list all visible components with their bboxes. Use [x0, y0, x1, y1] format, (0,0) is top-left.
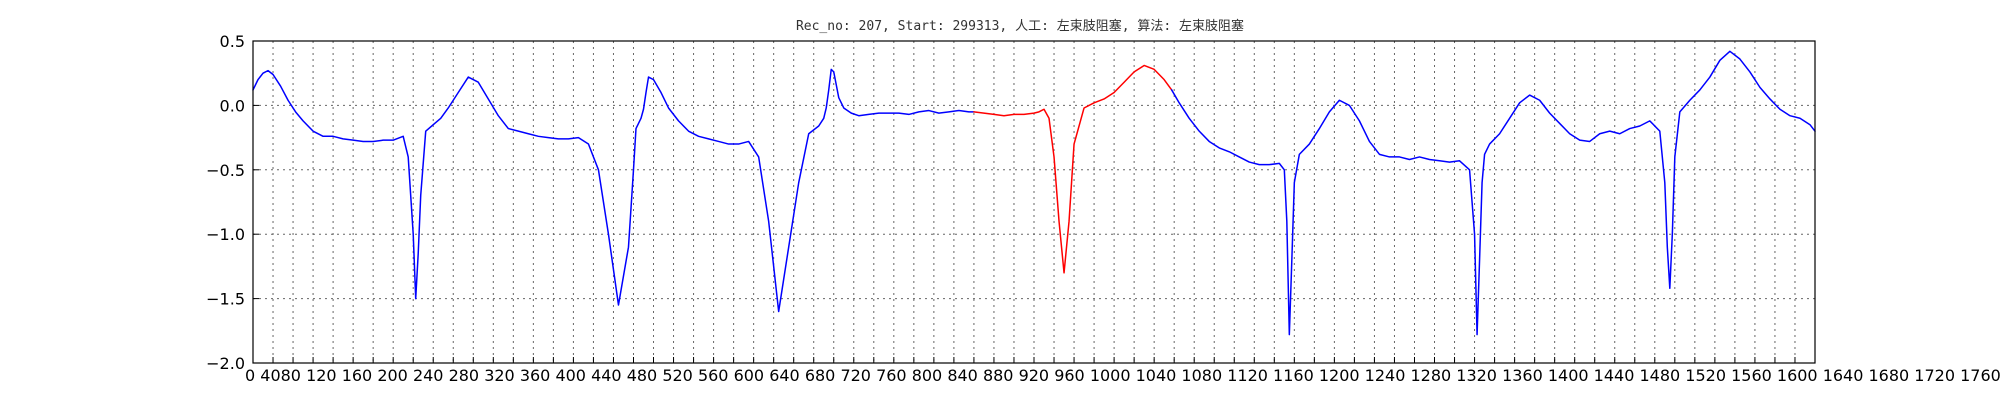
y-axis-ticks: 0.5 0.0 −0.5 −1.0 −1.5 −2.0 [206, 32, 259, 373]
ecg-series-2 [1170, 50, 1816, 336]
y-tick-label-1: 0.0 [220, 96, 245, 115]
plot-axes [252, 40, 1816, 364]
chart-title: Rec_no: 207, Start: 299313, 人工: 左束肢阻塞, 算… [796, 18, 1244, 34]
ecg-series-group [252, 50, 1816, 336]
y-tick-label-3: −1.0 [206, 225, 245, 244]
y-tick-label-5: −2.0 [206, 354, 245, 373]
x-axis-tick-labels: 0 4080 120 160 200 240 280 320 360 400 4… [245, 366, 2000, 385]
y-tick-label-2: −0.5 [206, 161, 245, 180]
y-tick-label-0: 0.5 [220, 32, 245, 51]
ecg-series-1 [973, 64, 1173, 274]
y-tick-label-4: −1.5 [206, 290, 245, 309]
ecg-series-0 [252, 68, 975, 313]
